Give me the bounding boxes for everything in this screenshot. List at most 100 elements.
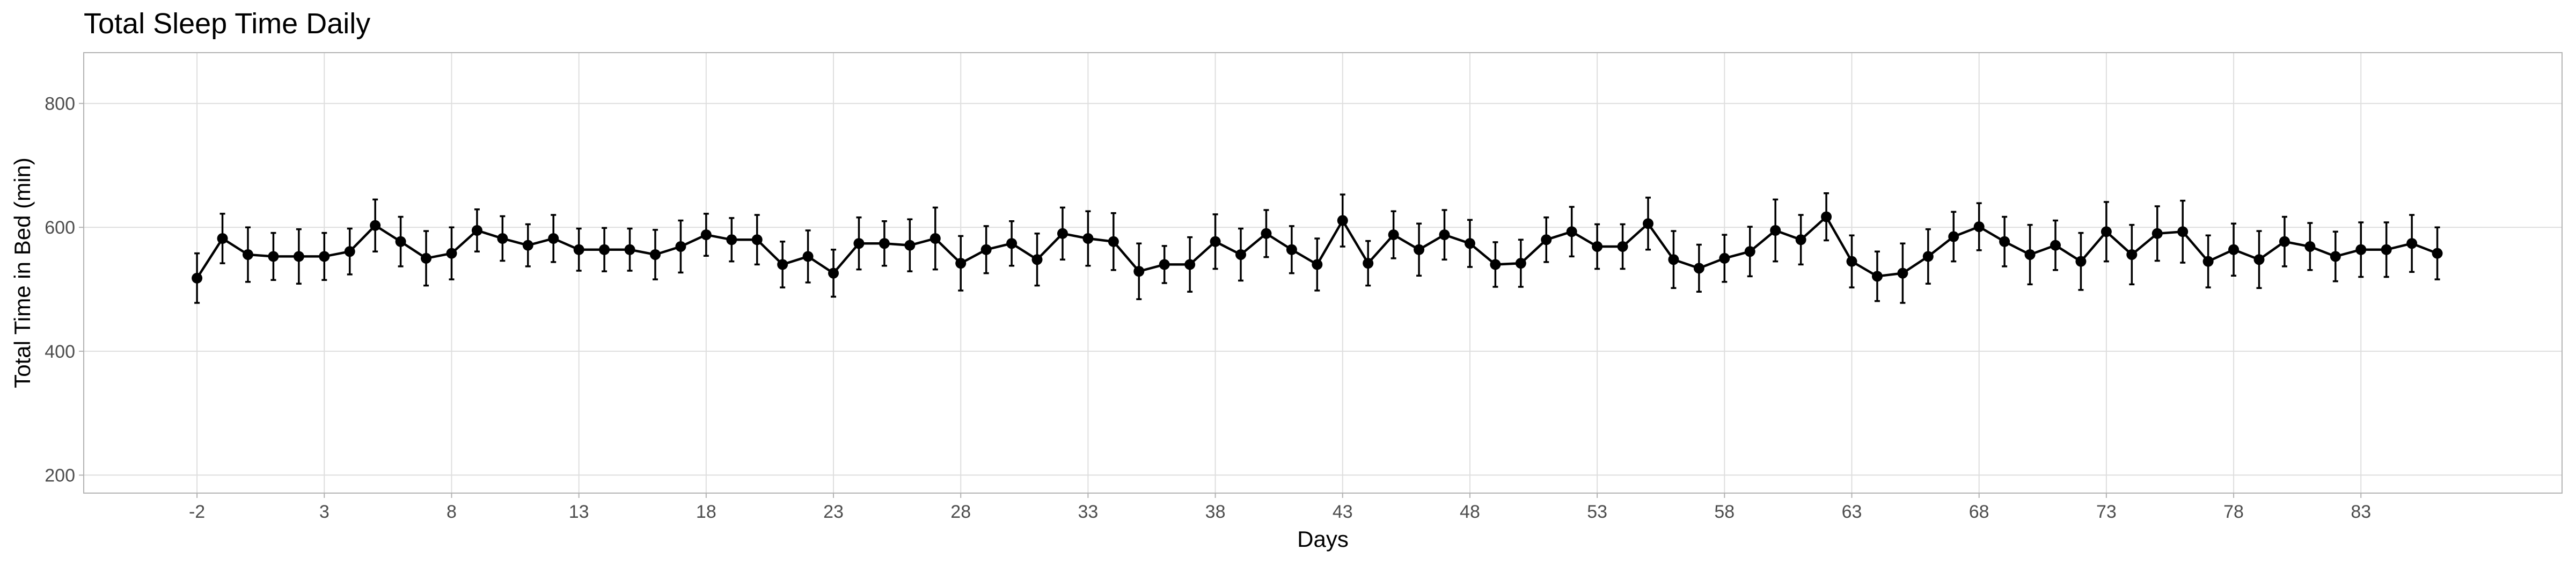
point	[1541, 234, 1552, 245]
point	[2126, 249, 2138, 260]
point	[2024, 249, 2036, 260]
point	[1108, 236, 1119, 247]
point	[1821, 211, 1832, 222]
point	[2202, 256, 2214, 267]
x-tick-label: 18	[696, 502, 716, 522]
point	[573, 244, 584, 255]
point	[471, 225, 482, 236]
point	[2075, 256, 2087, 267]
y-tick-label: 600	[45, 218, 75, 238]
point	[1770, 225, 1781, 236]
point	[1210, 236, 1221, 247]
point	[2177, 226, 2189, 237]
point	[1922, 251, 1934, 262]
x-tick-label: 33	[1078, 502, 1098, 522]
point	[828, 267, 839, 279]
x-tick-label: 13	[569, 502, 589, 522]
point	[1057, 228, 1068, 239]
point	[955, 258, 967, 269]
point	[2381, 244, 2392, 255]
x-tick-label: 43	[1333, 502, 1353, 522]
point	[1744, 246, 1755, 257]
y-tick-label: 200	[45, 466, 75, 486]
point	[1566, 226, 1577, 237]
point	[980, 244, 992, 255]
x-tick-label: 53	[1587, 502, 1607, 522]
point	[1286, 244, 1297, 255]
x-tick-label: 8	[447, 502, 457, 522]
point	[1031, 254, 1043, 265]
point	[1515, 258, 1526, 269]
point	[1184, 259, 1196, 270]
point	[1719, 252, 1730, 264]
point	[777, 259, 788, 270]
point	[1464, 238, 1475, 249]
x-tick-label: 58	[1714, 502, 1735, 522]
x-tick-label: 3	[319, 502, 330, 522]
point	[1388, 229, 1399, 241]
point	[675, 241, 686, 252]
point	[1897, 267, 1908, 279]
chart-title: Total Sleep Time Daily	[84, 8, 370, 40]
point	[1693, 263, 1704, 274]
point	[2101, 226, 2112, 237]
x-tick-label: 63	[1842, 502, 1862, 522]
point	[904, 240, 916, 251]
point	[1235, 249, 1247, 260]
point	[421, 252, 432, 264]
point	[1795, 234, 1806, 245]
x-tick-label: -2	[189, 502, 205, 522]
point	[879, 238, 890, 249]
point	[370, 220, 381, 231]
x-tick-label: 68	[1969, 502, 1989, 522]
point	[2355, 244, 2367, 255]
point	[2304, 241, 2316, 252]
point	[1133, 266, 1145, 277]
point	[268, 251, 279, 262]
point	[1617, 241, 1628, 252]
point	[1973, 221, 1985, 233]
point	[2432, 248, 2443, 259]
point	[446, 248, 457, 259]
x-axis-title: Days	[1297, 526, 1349, 552]
point	[1643, 218, 1654, 229]
point	[242, 249, 253, 260]
point	[1948, 231, 1959, 242]
point	[217, 233, 228, 244]
x-tick-label: 83	[2351, 502, 2371, 522]
point	[624, 244, 635, 255]
point	[548, 233, 559, 244]
point	[726, 234, 737, 245]
point	[2253, 254, 2265, 265]
y-tick-label: 800	[45, 94, 75, 114]
point	[192, 272, 203, 284]
y-tick-label: 400	[45, 342, 75, 362]
point	[1312, 259, 1323, 270]
point	[599, 244, 610, 255]
point	[930, 233, 941, 244]
point	[1261, 228, 1272, 239]
y-axis-title: Total Time in Bed (min)	[10, 157, 35, 388]
point	[1490, 259, 1501, 270]
point	[1846, 256, 1857, 267]
point	[1871, 271, 1883, 282]
point	[2151, 228, 2163, 239]
point	[1363, 258, 1374, 269]
point	[2050, 240, 2061, 251]
point	[1439, 229, 1450, 241]
point	[751, 234, 763, 245]
point	[2279, 236, 2290, 247]
point	[2330, 251, 2341, 262]
x-tick-label: 38	[1205, 502, 1226, 522]
point	[1337, 215, 1348, 226]
point	[1159, 259, 1170, 270]
point	[2406, 238, 2418, 249]
point	[395, 236, 406, 247]
point	[1668, 254, 1679, 265]
point	[1006, 238, 1018, 249]
point	[2228, 244, 2240, 255]
x-tick-label: 48	[1460, 502, 1480, 522]
point	[1414, 244, 1425, 255]
